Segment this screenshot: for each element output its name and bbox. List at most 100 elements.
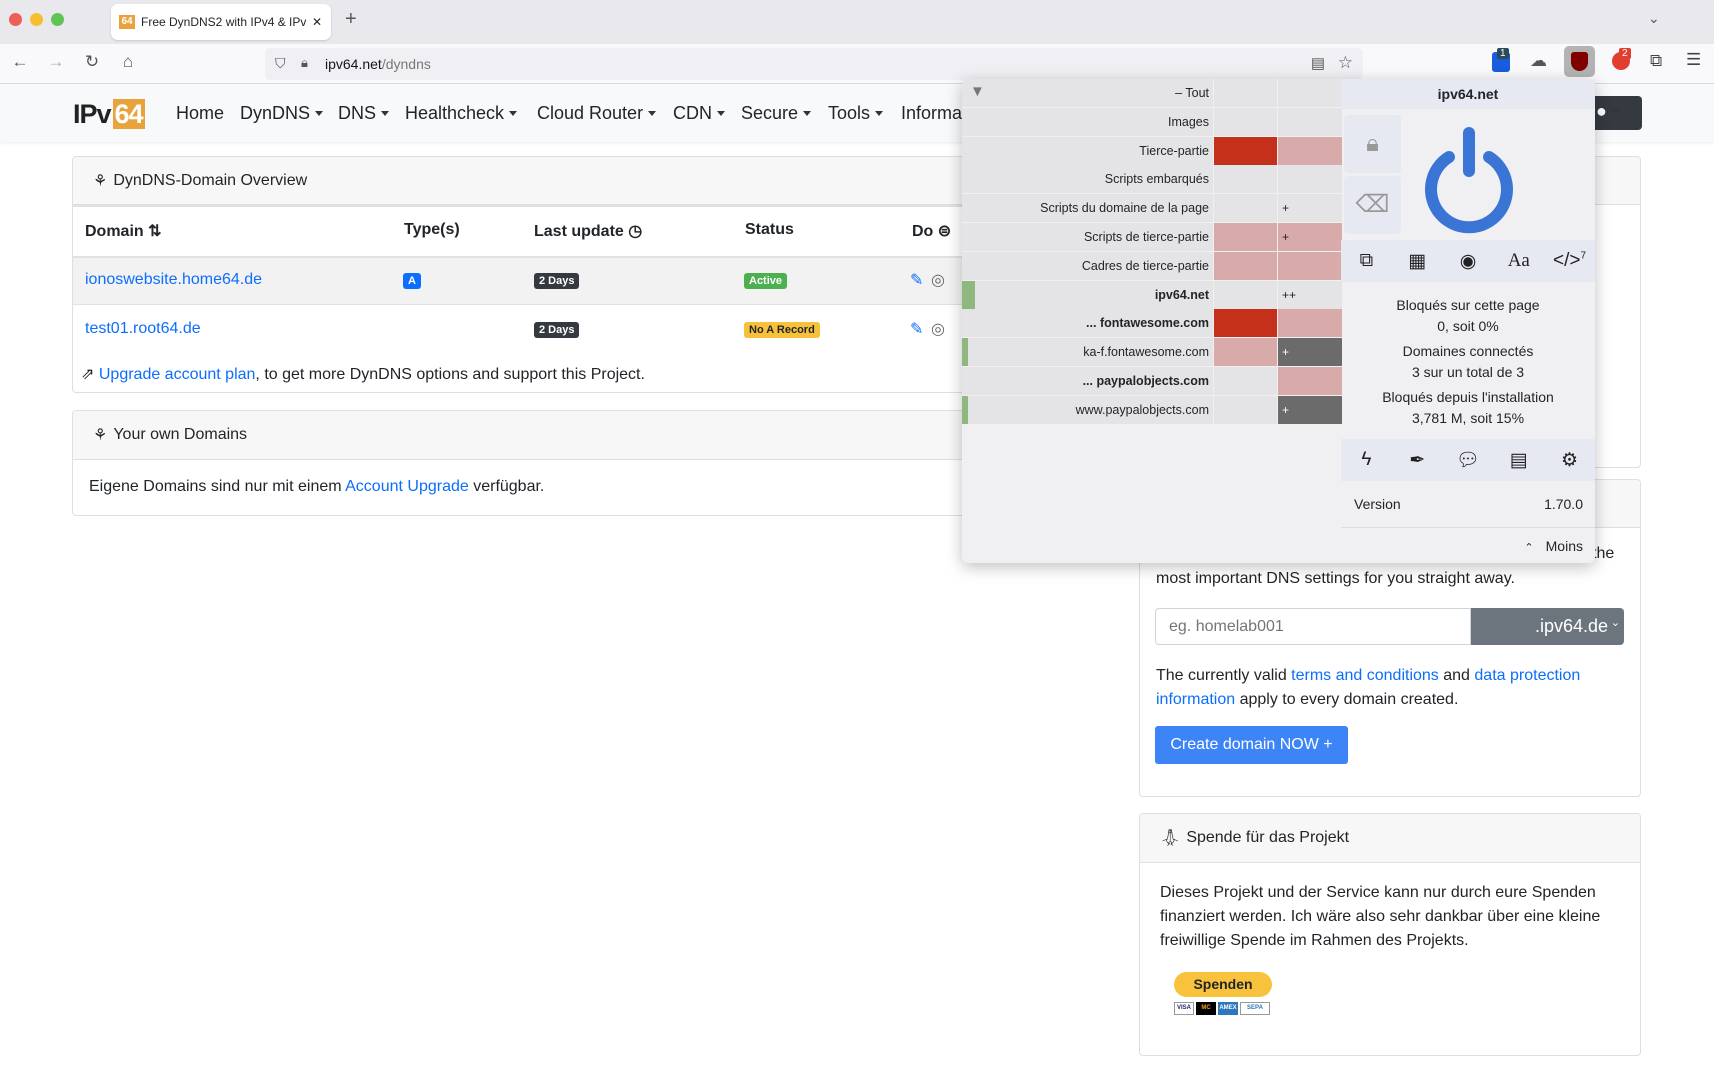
global-rule-cell[interactable] [1214,280,1277,309]
local-rule-cell[interactable] [1278,107,1342,136]
upgrade-icon: ⇗ [81,366,95,383]
global-rule-cell[interactable] [1214,223,1277,251]
local-rule-cell[interactable] [1278,79,1342,107]
shield-icon[interactable]: ⛉ [275,55,286,71]
eraser-icon[interactable]: ⌫ [1344,176,1401,234]
speech-bubble-icon[interactable]: 💬︎ [1455,450,1481,471]
nav-cloud-router[interactable]: Cloud Router [537,103,656,124]
global-rule-cell[interactable] [1214,136,1277,165]
url-bar[interactable]: ⛉ 🔒︎ ipv64.net/dyndns ▤ ☆ [265,48,1363,80]
local-rule-cell[interactable]: + [1278,194,1342,223]
global-rule-cell[interactable] [1214,338,1277,367]
local-rule-cell[interactable] [1278,367,1342,395]
logo-number: 64 [112,99,145,129]
local-rule-cell[interactable] [1278,136,1342,165]
nav-information[interactable]: Informa [901,103,963,123]
cloud-icon[interactable]: ☁︎ [1530,51,1547,70]
global-rule-cell[interactable] [1214,309,1277,338]
back-icon[interactable]: ← [11,52,29,71]
partial-text: the [1592,545,1615,562]
script-block-icon[interactable]: </>7 [1553,250,1587,271]
terms-link[interactable]: terms and conditions [1291,667,1439,684]
nav-dns[interactable]: DNS [338,103,389,124]
nav-cdn[interactable]: CDN [673,103,725,124]
domain-link[interactable]: test01.root64.de [85,320,201,337]
bookmark-star-icon[interactable]: ☆ [1337,53,1353,72]
extensions-puzzle-icon[interactable]: ⧉ [1650,51,1663,70]
nav-home[interactable]: Home [176,103,225,123]
menu-hamburger-icon[interactable]: ☰ [1686,50,1702,69]
bitwarden-badge: 1 [1497,48,1509,59]
last-update-badge: 2 Days [534,322,580,338]
local-rule-cell[interactable] [1278,165,1342,194]
create-domain-button[interactable]: Create domain NOW + [1155,726,1348,764]
global-rule-cell[interactable] [1214,395,1277,424]
upgrade-link[interactable]: Upgrade account plan [98,366,256,383]
leaf-icon: ⚘ [93,427,108,444]
popup-block-icon[interactable]: ⧉ [1359,250,1374,271]
lightning-icon[interactable]: ϟ [1361,449,1372,470]
account-upgrade-link[interactable]: Account Upgrade [345,478,469,495]
global-rule-cell[interactable] [1214,165,1277,194]
row-label: ipv64.net [962,280,1213,309]
logger-list-icon[interactable]: ▤ [1509,449,1528,471]
ublock-row: – Tout [962,79,1342,107]
site-logo[interactable]: IPv 64 [71,99,145,130]
settings-gears-icon[interactable]: ⚙ [1561,449,1579,471]
global-rule-cell[interactable] [1214,251,1277,280]
row-label: ... paypalobjects.com [962,367,1213,395]
local-rule-cell[interactable] [1278,251,1342,280]
less-button[interactable]: ⌃ Moins [1524,538,1583,554]
tab-list-chevron-icon[interactable]: ⌄ [1648,10,1660,26]
eye-icon[interactable]: ◎ [931,321,945,338]
close-window-button[interactable] [9,13,22,26]
nav-dyndns[interactable]: DynDNS [240,103,323,124]
maximize-window-button[interactable] [51,13,64,26]
lock-icon[interactable]: 🔒︎ [301,55,308,70]
reload-icon[interactable]: ↻ [84,52,100,71]
global-rule-cell[interactable] [1214,367,1277,395]
local-rule-cell[interactable]: + [1278,223,1342,251]
browser-tab[interactable]: 64 Free DynDNS2 with IPv4 & IPv6 ✕ [111,4,331,40]
home-icon[interactable]: ⌂ [122,52,134,71]
reader-view-icon[interactable]: ▤ [1310,55,1325,72]
filter-icon[interactable]: ▼ [970,83,985,100]
paypal-donate-button[interactable]: Spenden [1174,972,1272,997]
forward-icon[interactable]: → [47,52,65,71]
extension-badge: 2 [1619,48,1631,59]
media-block-icon[interactable]: ▦ [1408,250,1427,272]
minimize-window-button[interactable] [30,13,43,26]
ublock-row: Scripts du domaine de la page + [962,194,1342,223]
lock-icon[interactable]: 🔒︎ [1344,115,1401,173]
close-tab-icon[interactable]: ✕ [312,15,323,29]
global-rule-cell[interactable] [1214,79,1277,107]
local-rule-cell[interactable] [1278,309,1342,338]
power-button-icon[interactable] [1421,123,1517,235]
font-block-icon[interactable]: Aa [1507,250,1530,271]
domain-suffix-select[interactable]: .ipv64.de ⌄ [1471,608,1624,645]
edit-icon[interactable]: ✎ [910,272,924,289]
pray-icon: 🙏︎ [1160,830,1181,847]
cosmetic-filter-icon[interactable]: ◉ [1459,250,1477,272]
edit-icon[interactable]: ✎ [910,321,924,338]
ublock-toolbar-button[interactable] [1564,46,1595,77]
row-label: Scripts embarqués [962,165,1213,194]
col-do: Do ⊜ [912,223,952,240]
nav-healthcheck[interactable]: Healthcheck [405,103,517,124]
local-rule-cell[interactable]: + [1278,338,1342,367]
local-rule-cell[interactable]: + [1278,395,1342,424]
local-rule-cell[interactable]: ++ [1278,280,1342,309]
eyedropper-icon[interactable]: ✒ [1409,449,1426,471]
new-tab-button[interactable]: + [345,8,357,30]
global-rule-cell[interactable] [1214,107,1277,136]
nav-secure[interactable]: Secure [741,103,811,124]
privacy-link[interactable]: data protection information [1156,667,1581,708]
col-domain[interactable]: Domain ⇅ [85,223,162,240]
menu-circle-icon: ⊜ [937,223,952,240]
eye-icon[interactable]: ◎ [931,272,945,289]
domain-link[interactable]: ionoswebsite.home64.de [85,271,263,288]
subdomain-input[interactable] [1155,608,1471,645]
global-rule-cell[interactable] [1214,194,1277,223]
last-update-badge: 2 Days [534,273,580,289]
nav-tools[interactable]: Tools [828,103,883,124]
